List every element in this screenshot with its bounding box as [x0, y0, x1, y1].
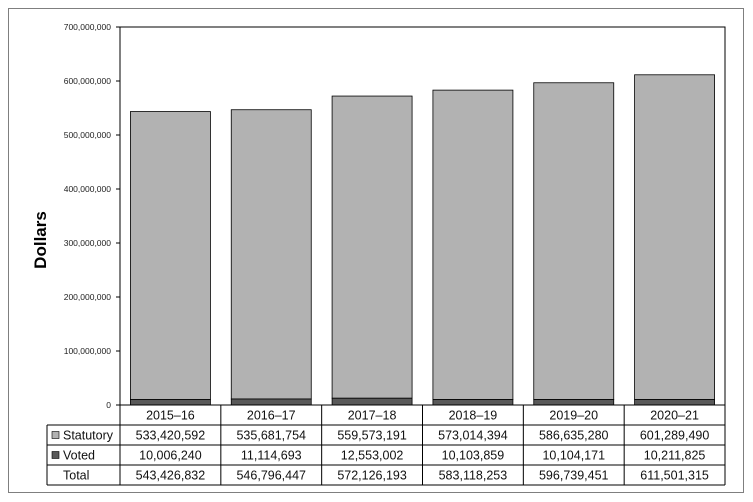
legend-label-total: Total	[63, 469, 89, 483]
data-label-statutory: 559,573,191	[337, 429, 407, 443]
data-label-total: 546,796,447	[236, 469, 306, 483]
bar-statutory	[533, 82, 615, 400]
x-tick-label: 2019–20	[549, 409, 598, 423]
bar-statutory	[331, 95, 413, 399]
data-label-voted: 11,114,693	[241, 449, 302, 463]
data-label-voted: 10,104,171	[542, 449, 605, 463]
bar-statutory	[230, 109, 312, 400]
data-label-voted: 10,211,825	[644, 449, 706, 463]
x-tick-label: 2015–16	[146, 409, 195, 423]
data-label-total: 543,426,832	[136, 469, 206, 483]
bar-voted	[130, 399, 211, 406]
x-tick-label: 2016–17	[247, 409, 296, 423]
y-tick-label: 500,000,000	[64, 130, 112, 140]
data-label-statutory: 573,014,394	[438, 429, 508, 443]
x-tick-label: 2020–21	[650, 409, 699, 423]
bar-voted	[432, 399, 514, 406]
data-label-statutory: 586,635,280	[539, 429, 609, 443]
y-tick-label: 300,000,000	[64, 238, 112, 248]
y-tick-label: 100,000,000	[64, 346, 112, 356]
data-label-voted: 12,553,002	[341, 449, 404, 463]
x-tick-label: 2017–18	[348, 409, 397, 423]
bar-voted	[230, 398, 312, 406]
data-label-total: 583,118,253	[439, 469, 508, 483]
data-label-statutory: 601,289,490	[640, 429, 710, 443]
legend-label-statutory: Statutory	[63, 429, 114, 443]
y-tick-label: 700,000,000	[64, 22, 112, 32]
data-label-statutory: 533,420,592	[136, 429, 206, 443]
x-tick-label: 2018–19	[449, 409, 498, 423]
data-label-total: 611,501,315	[640, 469, 709, 483]
y-tick-label: 600,000,000	[64, 76, 112, 86]
legend-label-voted: Voted	[63, 449, 95, 463]
data-label-voted: 10,103,859	[442, 449, 505, 463]
data-label-statutory: 535,681,754	[236, 429, 306, 443]
y-axis-label: Dollars	[31, 211, 50, 269]
y-tick-label: 400,000,000	[64, 184, 112, 194]
bar-statutory	[130, 111, 211, 400]
data-label-total: 572,126,193	[337, 469, 407, 483]
y-tick-label: 0	[106, 400, 111, 410]
data-label-voted: 10,006,240	[139, 449, 202, 463]
bar-statutory	[634, 74, 715, 400]
legend-swatch-statutory	[51, 431, 60, 439]
bar-statutory	[432, 89, 514, 400]
y-tick-label: 200,000,000	[64, 292, 112, 302]
legend-swatch-voted	[51, 451, 60, 459]
bar-voted	[331, 397, 413, 406]
data-label-total: 596,739,451	[539, 469, 609, 483]
bar-voted	[634, 399, 715, 406]
data-table: 2015–16 2016–17 2017–18 2018–19 2019–20 2020–…	[46, 404, 726, 486]
plot-area: 0 100,000,000 200,000,000 300,000,000 400,00…	[64, 22, 726, 410]
bar-voted	[533, 399, 615, 406]
